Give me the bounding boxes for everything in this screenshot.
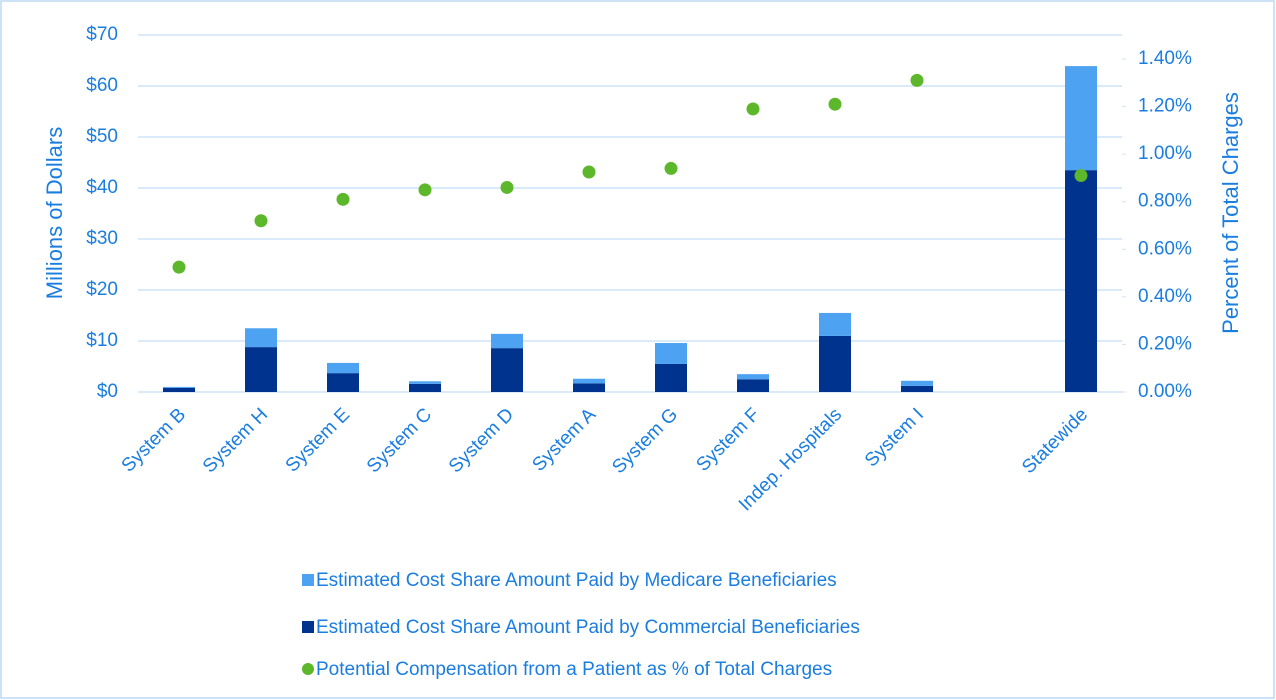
scatter-point bbox=[172, 260, 186, 274]
bar bbox=[901, 385, 933, 392]
scatter-point bbox=[1074, 169, 1088, 183]
legend-marker bbox=[302, 621, 314, 633]
scatter-point bbox=[418, 183, 432, 197]
legend-marker bbox=[302, 663, 314, 675]
bar bbox=[573, 383, 605, 392]
y2-tick-label: 0.80% bbox=[1138, 191, 1192, 212]
bar bbox=[1065, 170, 1097, 392]
y2-tick-label: 1.40% bbox=[1138, 48, 1192, 69]
y-tick-label: $10 bbox=[86, 330, 118, 351]
scatter-point bbox=[500, 180, 514, 194]
y-tick-label: $0 bbox=[97, 381, 118, 402]
y2-tick-label: 1.20% bbox=[1138, 96, 1192, 117]
legend-label: Potential Compensation from a Patient as… bbox=[316, 659, 832, 680]
bar bbox=[327, 362, 359, 374]
bar bbox=[409, 381, 441, 384]
bar bbox=[409, 383, 441, 392]
scatter-point bbox=[582, 165, 596, 179]
y-axis-title: Millions of Dollars bbox=[42, 127, 67, 299]
y2-tick-label: 0.20% bbox=[1138, 333, 1192, 354]
bar bbox=[573, 378, 605, 384]
scatter-point bbox=[828, 97, 842, 111]
y2-tick-label: 0.60% bbox=[1138, 238, 1192, 259]
bar bbox=[819, 335, 851, 392]
scatter-point bbox=[664, 161, 678, 175]
y2-tick-label: 1.00% bbox=[1138, 143, 1192, 164]
y2-tick-label: 0.00% bbox=[1138, 381, 1192, 402]
scatter-point bbox=[910, 73, 924, 87]
y-tick-label: $30 bbox=[86, 228, 118, 249]
bar bbox=[327, 373, 359, 392]
legend-marker bbox=[302, 574, 314, 586]
bar bbox=[491, 333, 523, 349]
scatter-point bbox=[746, 102, 760, 116]
bar bbox=[655, 343, 687, 364]
y-tick-label: $40 bbox=[86, 177, 118, 198]
bar bbox=[163, 386, 195, 388]
bar bbox=[655, 363, 687, 392]
y-tick-label: $70 bbox=[86, 24, 118, 45]
y2-axis-title: Percent of Total Charges bbox=[1218, 92, 1243, 334]
bar bbox=[901, 380, 933, 386]
bar bbox=[163, 387, 195, 392]
y-tick-label: $20 bbox=[86, 279, 118, 300]
bar bbox=[819, 312, 851, 336]
bar bbox=[491, 348, 523, 392]
bar bbox=[737, 374, 769, 380]
bar bbox=[737, 379, 769, 392]
legend-label: Estimated Cost Share Amount Paid by Comm… bbox=[316, 617, 860, 638]
y2-tick-label: 0.40% bbox=[1138, 286, 1192, 307]
scatter-point bbox=[254, 214, 268, 228]
legend-label: Estimated Cost Share Amount Paid by Medi… bbox=[316, 570, 837, 591]
bar bbox=[245, 347, 277, 392]
scatter-point bbox=[336, 192, 350, 206]
bar bbox=[1065, 66, 1097, 171]
bar bbox=[245, 328, 277, 348]
y-tick-label: $60 bbox=[86, 75, 118, 96]
y-tick-label: $50 bbox=[86, 126, 118, 147]
